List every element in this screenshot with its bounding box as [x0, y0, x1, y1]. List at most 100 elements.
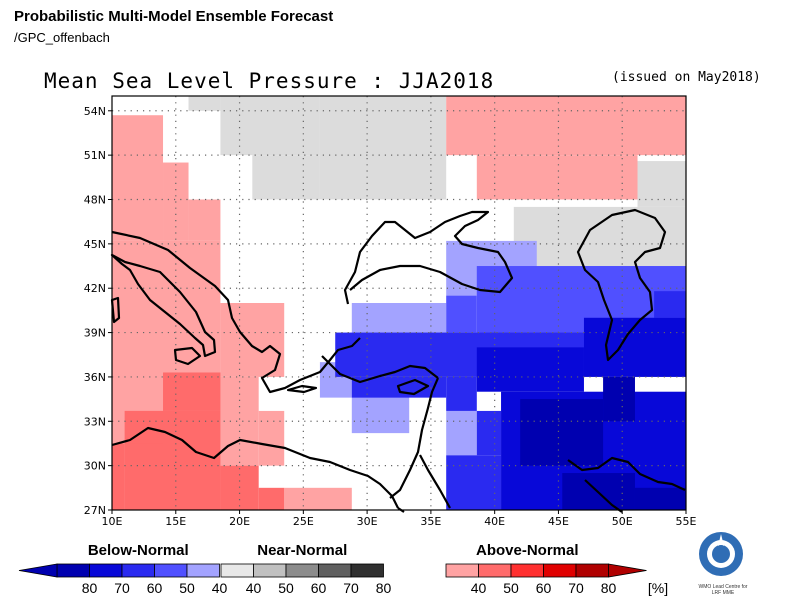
axis-ticks: 10E 15E 20E 25E 30E 35E 40E 45E 50E 55E 27N 30N 33N 3…: [84, 105, 697, 528]
legend: Below-Normal 80 70 60 50 40 Near-Normal 40 50 60 7…: [18, 542, 668, 596]
legend-swatch-below: [186, 563, 220, 578]
prob-cell-above_40: [284, 487, 352, 510]
lat-tick-label: 42N: [84, 282, 106, 295]
lat-tick-label: 36N: [84, 371, 106, 384]
legend-tick-near: 60: [311, 580, 327, 596]
prob-cell-below_70: [583, 317, 686, 377]
prob-cell-below_60: [446, 455, 502, 510]
lat-tick-label: 48N: [84, 194, 106, 207]
legend-title-below: Below-Normal: [88, 542, 189, 559]
wmo-logo: [699, 532, 743, 576]
legend-arrow-above: [608, 563, 647, 578]
prob-cell-above_50: [258, 487, 285, 510]
legend-tick-above: 70: [568, 580, 584, 596]
map-frame: [111, 95, 687, 511]
wmo-logo-text: WMO Lead Centre for LRF MME: [698, 584, 748, 596]
prob-cell-near_40: [319, 96, 447, 200]
lat-tick-label: 54N: [84, 105, 106, 118]
lon-tick-label: 55E: [676, 515, 697, 528]
product-source: /GPC_offenbach: [14, 30, 110, 45]
lat-tick-label: 39N: [84, 327, 106, 340]
coast-crete: [286, 384, 318, 394]
prob-cell-near_40: [252, 155, 320, 200]
legend-swatch-near: [253, 563, 287, 578]
prob-cell-near_40: [188, 96, 221, 111]
coast-north-africa: [111, 426, 399, 509]
legend-swatch-above: [445, 563, 479, 578]
lat-tick-label: 27N: [84, 504, 106, 517]
prob-cell-above_40: [188, 199, 221, 241]
legend-tick-near: 80: [376, 580, 392, 596]
coast-gulf-south: [584, 479, 623, 513]
legend-tick-above: 40: [471, 580, 487, 596]
legend-tick-below: 40: [212, 580, 228, 596]
coast-black-sea: [343, 210, 514, 305]
coast-red-sea-east: [419, 454, 451, 509]
lat-tick-label: 33N: [84, 415, 106, 428]
legend-swatch-above: [510, 563, 544, 578]
prob-cell-below_70: [476, 347, 584, 392]
prob-cell-above_50: [163, 372, 221, 411]
prob-cell-below_60: [446, 376, 477, 411]
lat-tick-label: 51N: [84, 149, 106, 162]
legend-swatch-near: [318, 563, 352, 578]
legend-tick-above: 80: [601, 580, 617, 596]
lon-tick-label: 45E: [548, 515, 569, 528]
product-title: Probabilistic Multi-Model Ensemble Forec…: [14, 8, 334, 25]
prob-cell-above_50: [112, 443, 125, 510]
legend-arrow-below: [18, 563, 58, 578]
lon-tick-label: 30E: [357, 515, 378, 528]
legend-tick-near: 50: [278, 580, 294, 596]
legend-tick-below: 60: [147, 580, 163, 596]
coast-sardinia: [110, 296, 121, 324]
legend-tick-below: 80: [82, 580, 98, 596]
lon-tick-label: 35E: [420, 515, 441, 528]
coastlines: [110, 208, 686, 513]
prob-cell-near_40: [220, 96, 320, 156]
prob-cell-above_40: [446, 96, 686, 156]
lat-tick-label: 30N: [84, 460, 106, 473]
lon-tick-label: 15E: [165, 515, 186, 528]
coast-cyprus: [396, 378, 430, 396]
coast-italy: [110, 253, 217, 358]
legend-swatch-near: [285, 563, 319, 578]
legend-tick-near: 70: [343, 580, 359, 596]
map-title: Mean Sea Level Pressure : JJA2018: [44, 69, 495, 93]
prob-cell-above_40: [220, 376, 259, 466]
prob-cell-below_80: [520, 399, 604, 466]
coast-sicily: [173, 346, 202, 366]
prob-cell-below_60: [654, 291, 686, 318]
legend-title-above: Above-Normal: [476, 542, 579, 559]
lat-tick-label: 45N: [84, 238, 106, 251]
prob-cell-below_80: [603, 376, 635, 422]
coast-levant: [389, 377, 440, 499]
lat-lon-grid: [112, 96, 686, 510]
lon-tick-label: 40E: [484, 515, 505, 528]
prob-cell-near_40: [637, 161, 686, 207]
lon-tick-label: 10E: [102, 515, 123, 528]
prob-cell-below_80: [634, 487, 686, 510]
legend-tick-above: 60: [536, 580, 552, 596]
prob-cell-above_40: [220, 303, 285, 377]
legend-tick-above: 50: [503, 580, 519, 596]
prob-cell-above_40: [112, 115, 164, 241]
lon-tick-label: 20E: [229, 515, 250, 528]
legend-swatch-above: [543, 563, 577, 578]
legend-swatch-near: [350, 563, 384, 578]
legend-swatch-below: [121, 563, 155, 578]
coast-turkey-south: [321, 355, 439, 384]
probability-cells: [112, 96, 686, 510]
prob-cell-above_50: [220, 465, 259, 510]
coast-persian-gulf: [567, 456, 686, 491]
prob-cell-above_40: [476, 155, 638, 200]
prob-cell-above_40: [258, 410, 285, 466]
legend-swatch-above: [478, 563, 512, 578]
legend-swatch-below: [89, 563, 123, 578]
coast-caspian: [576, 208, 667, 362]
issued-date: (issued on May2018): [612, 70, 761, 85]
coast-balkans: [111, 230, 361, 394]
legend-swatch-below: [56, 563, 90, 578]
legend-swatch-below: [154, 563, 188, 578]
legend-swatch-near: [220, 563, 254, 578]
